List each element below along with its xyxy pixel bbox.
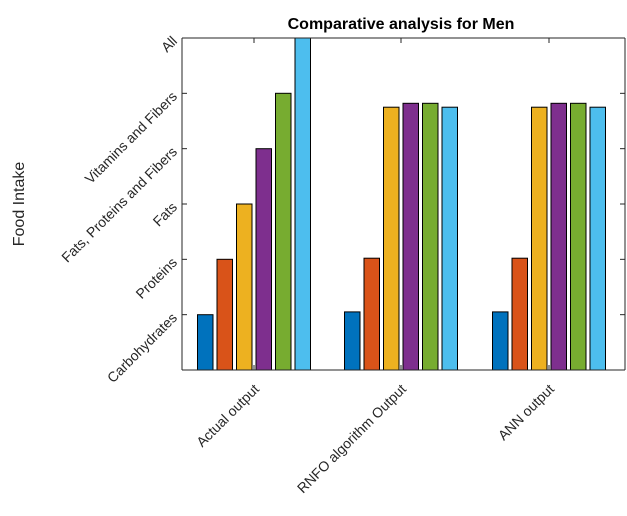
bar-3-6 <box>589 106 606 371</box>
bar-1-6 <box>294 37 311 371</box>
chart-title: Comparative analysis for Men <box>288 16 515 33</box>
bar-2-1 <box>344 311 361 371</box>
bar-3-3 <box>531 106 548 371</box>
ticks-layer <box>182 37 625 370</box>
y-axis-label: Food Intake <box>11 162 28 247</box>
bar-2-5 <box>422 102 439 371</box>
bar-3-5 <box>570 102 587 371</box>
bar-2-3 <box>383 106 400 371</box>
bar-1-2 <box>216 258 233 371</box>
bar-1-5 <box>275 92 292 371</box>
bar-1-4 <box>255 148 272 371</box>
bar-3-1 <box>492 311 509 371</box>
bar-3-2 <box>511 257 528 371</box>
bars-layer <box>197 37 606 371</box>
bar-1-1 <box>197 314 214 371</box>
bar-1-3 <box>236 203 253 371</box>
bar-2-4 <box>402 102 419 371</box>
bar-2-6 <box>441 106 458 371</box>
bar-3-4 <box>550 102 567 371</box>
bar-2-2 <box>363 257 380 371</box>
